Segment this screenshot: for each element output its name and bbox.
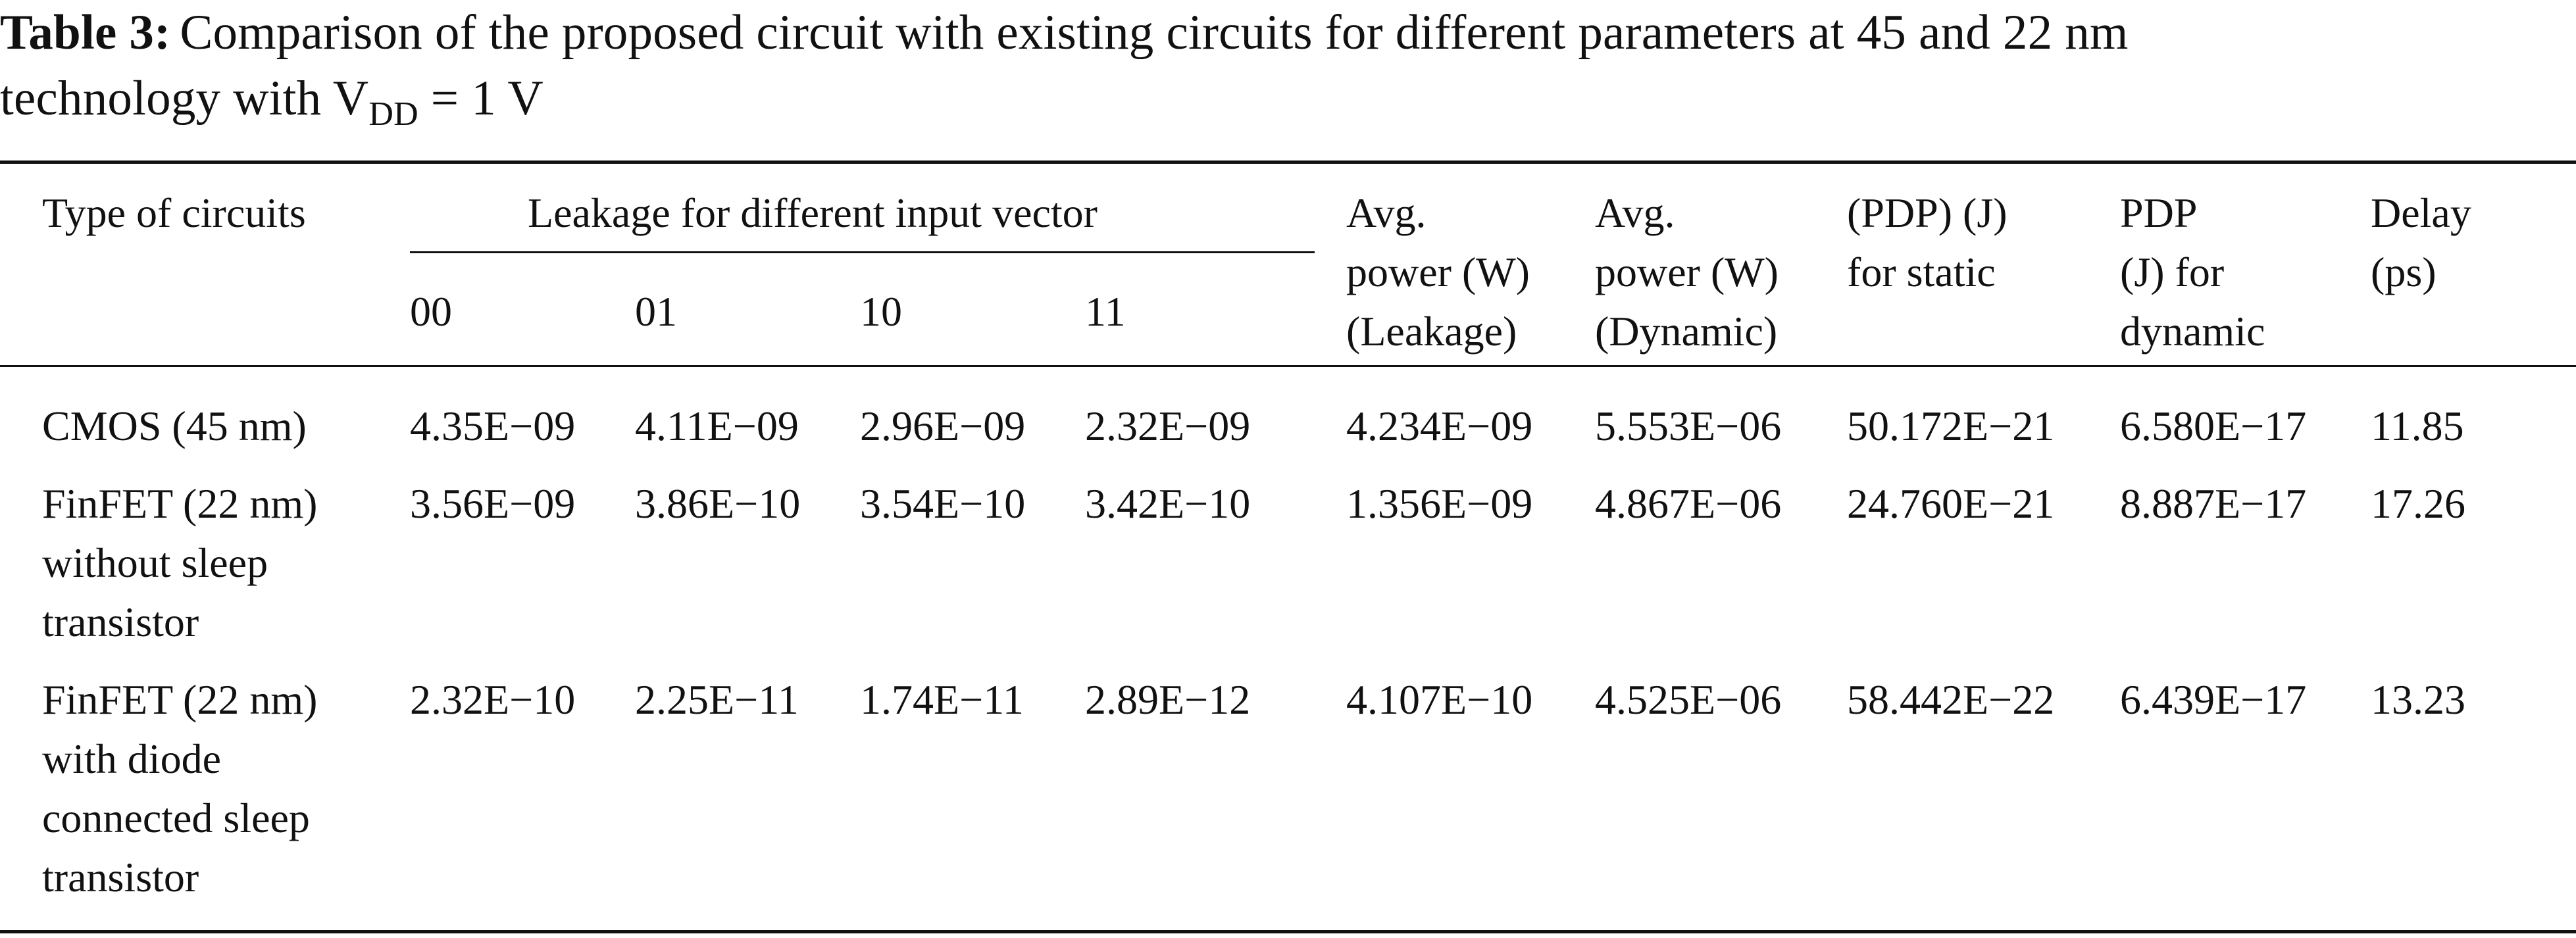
row-2-avg-dynamic: 4.867E−06 [1595,480,1782,527]
row-3-delay: 13.23 [2371,676,2465,723]
header-pdp-static-2: for static [1847,249,1996,295]
row-1-avg-dynamic: 5.553E−06 [1595,403,1782,449]
header-bottom-rule [0,365,2576,367]
row-3-leak-10: 1.74E−11 [860,676,1024,723]
row-1-type-line-1: CMOS (45 nm) [42,403,307,449]
caption-text-3: = 1 V [418,71,543,126]
caption-line-2: technology with VDD = 1 V [0,66,2576,132]
row-2-pdp-dynamic: 8.887E−17 [2120,480,2307,527]
header-avg-dynamic-1: Avg. [1595,189,1675,236]
row-2-type-line-3: transistor [42,599,199,645]
row-1-leak-11: 2.32E−09 [1085,403,1251,449]
row-2-leak-11: 3.42E−10 [1085,480,1251,527]
header-avg-dynamic-3: (Dynamic) [1595,308,1778,355]
header-avg-leakage-2: power (W) [1346,249,1530,295]
row-2-leak-01: 3.86E−10 [635,480,801,527]
table-bottom-rule [0,930,2576,933]
header-delay-1: Delay [2371,189,2471,236]
header-type-of-circuits: Type of circuits [42,189,306,236]
row-2-type-line-1: FinFET (22 nm) [42,480,318,527]
table-top-rule [0,160,2576,164]
row-3-leak-01: 2.25E−11 [635,676,799,723]
caption-subscript: DD [368,95,418,133]
row-3-type-line-1: FinFET (22 nm) [42,676,318,723]
row-1-pdp-dynamic: 6.580E−17 [2120,403,2307,449]
header-pdp-dynamic-3: dynamic [2120,308,2265,355]
row-1-leak-01: 4.11E−09 [635,403,799,449]
leakage-group-rule [410,251,1315,253]
row-2-type-line-2: without sleep [42,539,268,586]
header-vector-00: 00 [410,288,452,335]
header-avg-leakage-1: Avg. [1346,189,1427,236]
header-vector-01: 01 [635,288,677,335]
caption-text-2: technology with V [0,71,369,126]
row-3-avg-leakage: 4.107E−10 [1346,676,1533,723]
row-3-type-line-4: transistor [42,854,199,901]
header-avg-leakage-3: (Leakage) [1346,308,1517,355]
caption-text: Comparison of the proposed circuit with … [180,5,2129,60]
header-pdp-static-1: (PDP) (J) [1847,189,2008,236]
row-1-delay: 11.85 [2371,403,2464,449]
header-delay-2: (ps) [2371,249,2437,295]
row-3-type-line-2: with diode [42,735,221,782]
header-vector-10: 10 [860,288,902,335]
header-avg-dynamic-2: power (W) [1595,249,1779,295]
row-3-pdp-dynamic: 6.439E−17 [2120,676,2307,723]
caption-label: Table 3: [0,5,171,60]
header-leakage-group: Leakage for different input vector [528,189,1098,236]
row-1-pdp-static: 50.172E−21 [1847,403,2055,449]
row-3-avg-dynamic: 4.525E−06 [1595,676,1782,723]
table-caption: Table 3: Comparison of the proposed circu… [0,0,2576,132]
header-pdp-dynamic-1: PDP [2120,189,2198,236]
caption-line-1: Table 3: Comparison of the proposed circu… [0,0,2576,66]
row-3-leak-11: 2.89E−12 [1085,676,1251,723]
row-2-avg-leakage: 1.356E−09 [1346,480,1533,527]
row-3-type-line-3: connected sleep [42,795,310,841]
row-3-pdp-static: 58.442E−22 [1847,676,2055,723]
row-1-avg-leakage: 4.234E−09 [1346,403,1533,449]
row-2-leak-10: 3.54E−10 [860,480,1026,527]
header-pdp-dynamic-2: (J) for [2120,249,2225,295]
row-1-leak-10: 2.96E−09 [860,403,1026,449]
row-2-pdp-static: 24.760E−21 [1847,480,2055,527]
row-3-leak-00: 2.32E−10 [410,676,576,723]
header-vector-11: 11 [1085,288,1126,335]
row-1-leak-00: 4.35E−09 [410,403,576,449]
row-2-leak-00: 3.56E−09 [410,480,576,527]
row-2-delay: 17.26 [2371,480,2465,527]
